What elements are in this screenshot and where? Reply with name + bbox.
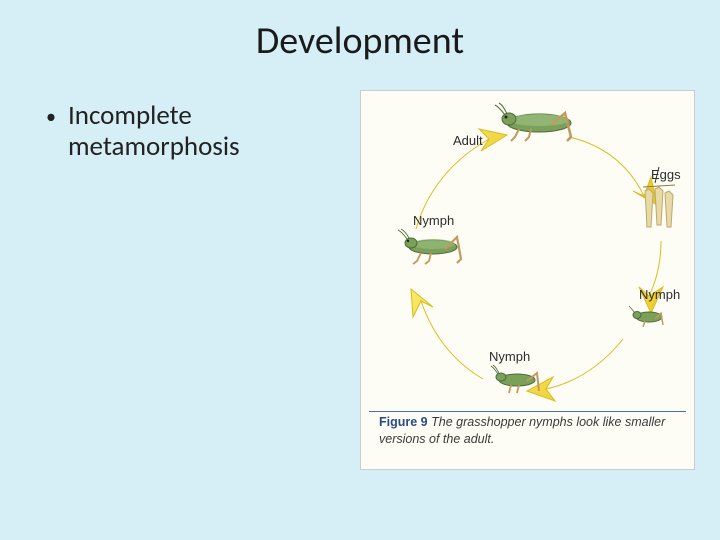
slide: Development • Incomplete metamorphosis: [0, 0, 720, 540]
stage-label-nymph-bottom: Nymph: [489, 349, 530, 364]
list-item: • Incomplete metamorphosis: [46, 100, 346, 162]
bullet-list: • Incomplete metamorphosis: [46, 100, 346, 162]
nymph-bottom-icon: [489, 363, 545, 397]
figure-number: Figure 9: [379, 415, 428, 429]
bullet-text: Incomplete metamorphosis: [68, 100, 346, 162]
eggs-pointer-icon: [645, 163, 675, 187]
figure-caption: Figure 9 The grasshopper nymphs look lik…: [369, 411, 686, 454]
page-title: Development: [0, 0, 720, 72]
nymph-small-icon: [627, 303, 669, 331]
stage-label-adult: Adult: [453, 133, 483, 148]
stage-label-nymph-right: Nymph: [639, 287, 680, 302]
stage-label-nymph-left: Nymph: [413, 213, 454, 228]
bullet-icon: •: [46, 106, 56, 129]
nymph-left-icon: [395, 227, 467, 267]
eggs-icon: [639, 183, 683, 233]
adult-grasshopper-icon: [489, 101, 579, 143]
figure-panel: Adult Eggs Nymph: [360, 90, 695, 470]
lifecycle-cycle: Adult Eggs Nymph: [361, 91, 694, 411]
